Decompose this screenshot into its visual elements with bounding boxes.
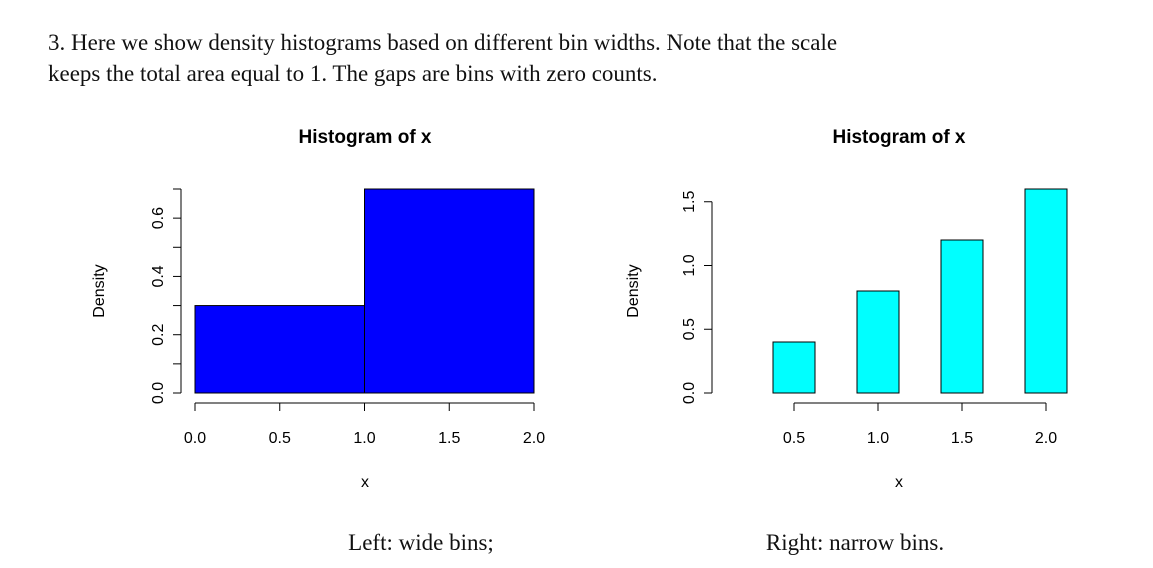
paragraph-line: keeps the total area equal to 1. The gap… <box>48 61 658 86</box>
bar <box>364 188 535 394</box>
y-axis-label: Density <box>91 264 108 317</box>
y-tick-label: 0.4 <box>150 265 167 287</box>
y-tick-label: 0.0 <box>150 382 167 404</box>
y-tick-label: 1.0 <box>681 254 698 276</box>
y-tick-label: 0.6 <box>150 207 167 229</box>
y-tick-label: 0.5 <box>681 318 698 340</box>
caption: Left: wide bins; <box>348 530 494 555</box>
x-tick-label: 1.0 <box>353 430 375 447</box>
bar <box>940 239 984 394</box>
y-tick-label: 1.5 <box>681 191 698 213</box>
y-tick-label: 0.2 <box>150 323 167 345</box>
caption: Right: narrow bins. <box>766 530 944 555</box>
x-tick-label: 0.5 <box>783 430 805 447</box>
paragraph-line: 3. Here we show density histograms based… <box>48 30 837 55</box>
bar <box>194 305 365 394</box>
x-axis-label: x <box>361 474 369 491</box>
x-tick-label: 1.5 <box>951 430 973 447</box>
bar <box>856 290 900 394</box>
x-tick-label: 1.0 <box>867 430 889 447</box>
chart-title: Histogram of x <box>298 127 431 148</box>
x-tick-label: 0.0 <box>184 430 206 447</box>
x-tick-label: 2.0 <box>523 430 545 447</box>
y-tick-label: 0.0 <box>681 382 698 404</box>
chart-title: Histogram of x <box>832 127 965 148</box>
bar <box>772 341 816 394</box>
x-tick-label: 1.5 <box>438 430 460 447</box>
x-axis-label: x <box>895 474 903 491</box>
y-axis-label: Density <box>625 264 642 317</box>
x-tick-label: 2.0 <box>1035 430 1057 447</box>
bar <box>1024 188 1068 394</box>
x-tick-label: 0.5 <box>269 430 291 447</box>
